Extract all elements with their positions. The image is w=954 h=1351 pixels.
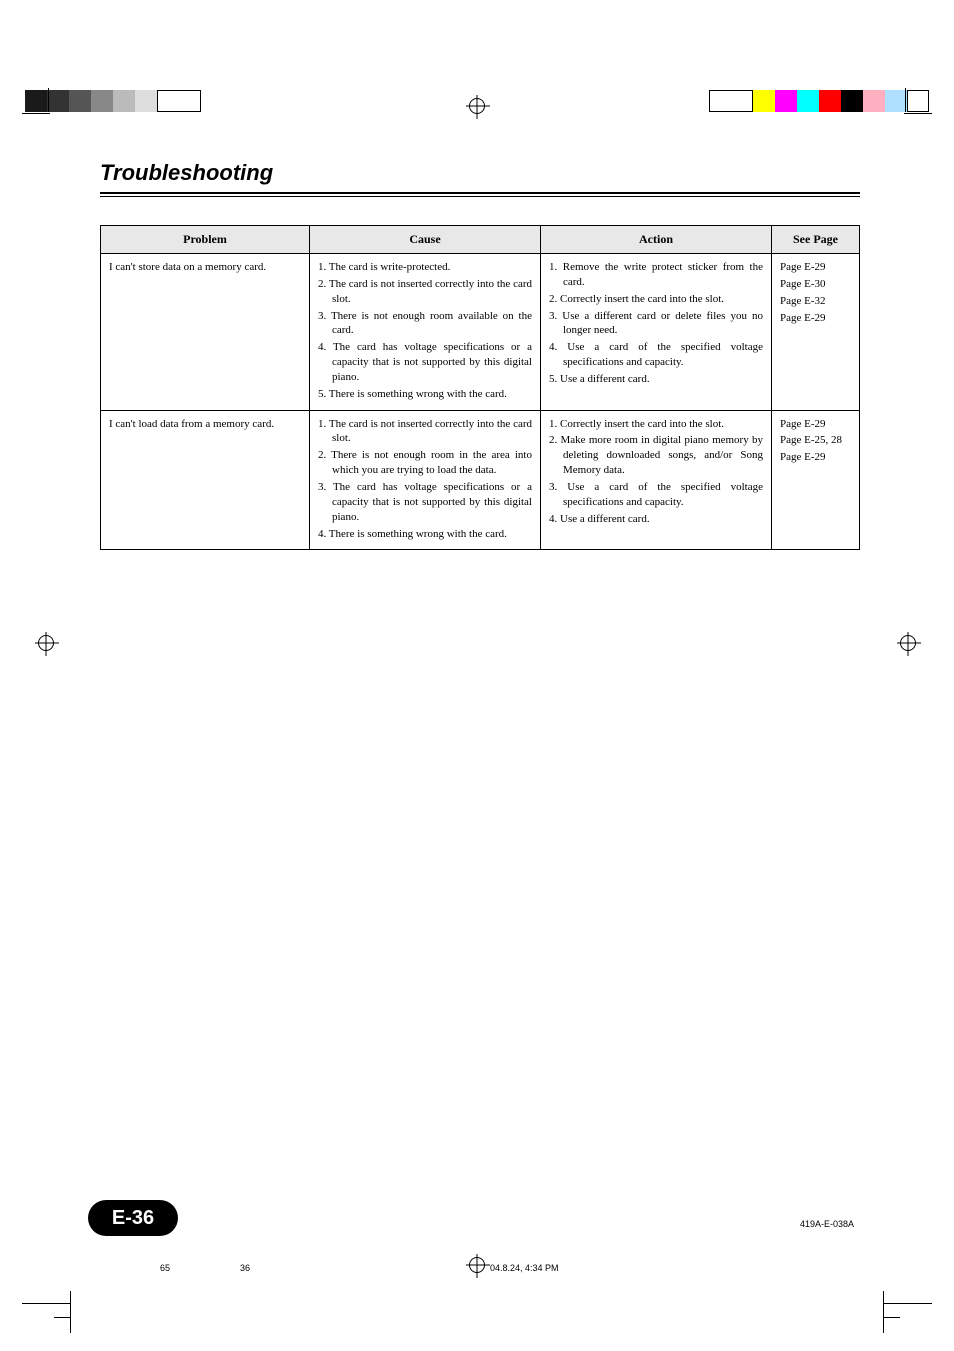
list-item: 4. The card has voltage specifications o… (318, 340, 532, 385)
registration-target-left (38, 635, 54, 651)
cell-action: 1. Remove the write protect sticker from… (541, 254, 772, 411)
page-content: Troubleshooting Problem Cause Action See… (100, 160, 860, 550)
color-swatch (775, 90, 797, 112)
document-code: 419A-E-038A (800, 1219, 854, 1229)
troubleshooting-table: Problem Cause Action See Page I can't st… (100, 225, 860, 550)
registration-target-bottom (469, 1257, 485, 1273)
crop-mark (48, 88, 49, 112)
footer-page-num: 36 (160, 1263, 310, 1273)
section-title: Troubleshooting (100, 160, 860, 186)
col-header-cause: Cause (310, 226, 541, 254)
list-item: 1. Correctly insert the card into the sl… (549, 417, 763, 432)
crop-mark (904, 113, 932, 114)
list-item: 2. Make more room in digital piano memor… (549, 433, 763, 478)
cell-seepage: Page E-29 Page E-25, 28 Page E-29 (772, 410, 860, 550)
list-item: 4. There is something wrong with the car… (318, 527, 532, 542)
cell-cause: 1. The card is not inserted correctly in… (310, 410, 541, 550)
list-item: 4. Use a card of the specified voltage s… (549, 340, 763, 370)
list-item: Page E-32 (780, 294, 851, 309)
list-item: 3. Use a different card or delete files … (549, 309, 763, 339)
cell-action: 1. Correctly insert the card into the sl… (541, 410, 772, 550)
registration-grayscale-wedge (25, 90, 201, 112)
registration-target-right (900, 635, 916, 651)
color-swatch (863, 90, 885, 112)
list-item: 1. Remove the write protect sticker from… (549, 260, 763, 290)
registration-target-top (469, 98, 485, 114)
registration-color-bars (709, 90, 929, 112)
col-header-seepage: See Page (772, 226, 860, 254)
table-header-row: Problem Cause Action See Page (101, 226, 860, 254)
color-swatch (841, 90, 863, 112)
list-item: Page E-29 (780, 311, 851, 326)
footer-timestamp: 04.8.24, 4:34 PM (310, 1263, 800, 1273)
footer-file-hint: 65 (160, 1263, 170, 1273)
cell-seepage: Page E-29 Page E-30 Page E-32 Page E-29 (772, 254, 860, 411)
crop-mark (905, 88, 906, 112)
col-header-action: Action (541, 226, 772, 254)
list-item: Page E-29 (780, 450, 851, 465)
table-row: I can't load data from a memory card. 1.… (101, 410, 860, 550)
color-swatch (753, 90, 775, 112)
list-item: 3. There is not enough room available on… (318, 309, 532, 339)
list-item: 5. There is something wrong with the car… (318, 387, 532, 402)
list-item: 1. The card is not inserted correctly in… (318, 417, 532, 447)
list-item: Page E-25, 28 (780, 433, 851, 448)
cell-problem: I can't load data from a memory card. (101, 410, 310, 550)
divider (100, 196, 860, 197)
list-item: 2. Correctly insert the card into the sl… (549, 292, 763, 307)
list-item: 3. Use a card of the specified voltage s… (549, 480, 763, 510)
list-item: Page E-29 (780, 260, 851, 275)
cell-problem: I can't store data on a memory card. (101, 254, 310, 411)
col-header-problem: Problem (101, 226, 310, 254)
list-item: Page E-30 (780, 277, 851, 292)
color-swatch (819, 90, 841, 112)
crop-mark (22, 113, 50, 114)
color-swatch (885, 90, 907, 112)
list-item: 3. The card has voltage specifications o… (318, 480, 532, 525)
color-swatch (797, 90, 819, 112)
list-item: 1. The card is write-protected. (318, 260, 532, 275)
list-item: 5. Use a different card. (549, 372, 763, 387)
cell-cause: 1. The card is write-protected. 2. The c… (310, 254, 541, 411)
divider (100, 192, 860, 194)
page-number-badge: E-36 (88, 1200, 178, 1236)
list-item: 2. There is not enough room in the area … (318, 448, 532, 478)
list-item: Page E-29 (780, 417, 851, 432)
list-item: 4. Use a different card. (549, 512, 763, 527)
table-row: I can't store data on a memory card. 1. … (101, 254, 860, 411)
list-item: 2. The card is not inserted correctly in… (318, 277, 532, 307)
